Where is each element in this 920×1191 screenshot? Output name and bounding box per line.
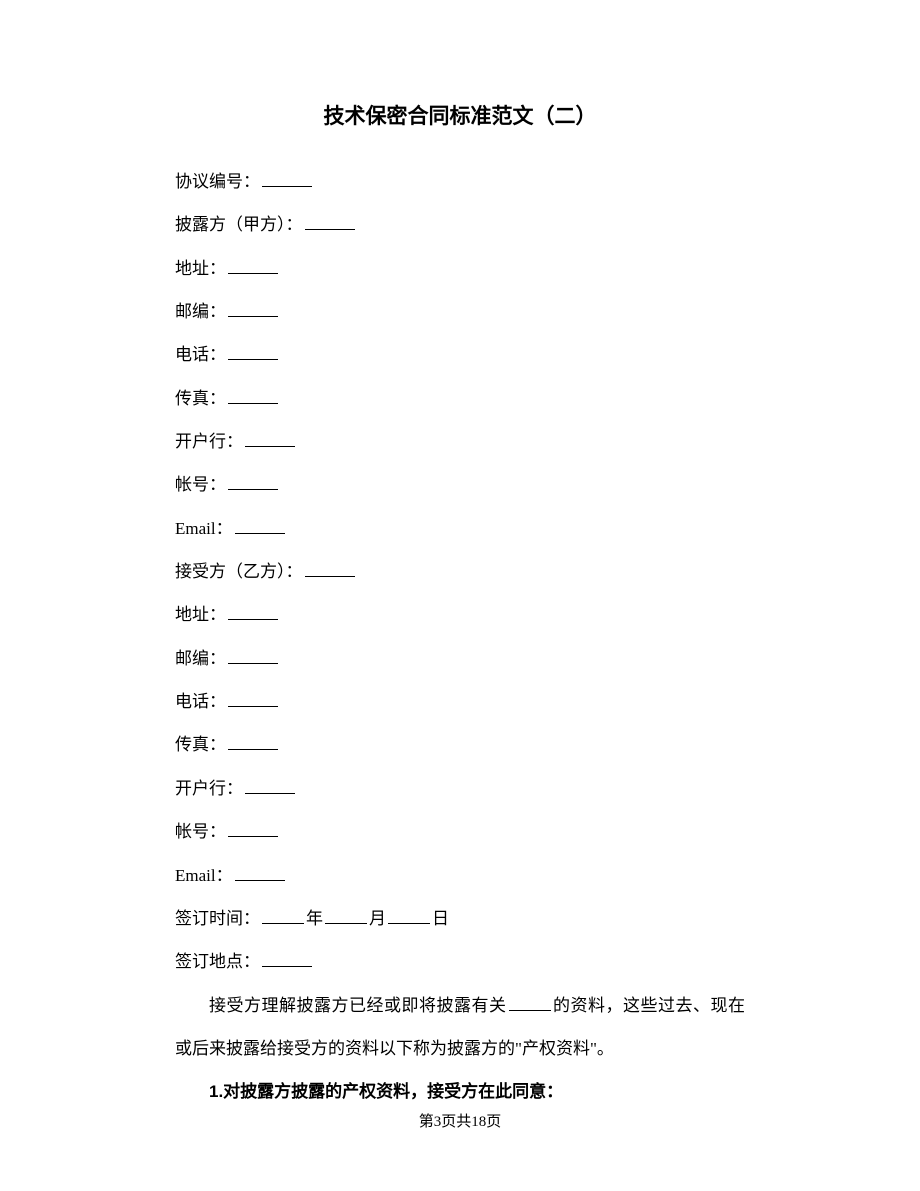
label-fax-a: 传真： <box>175 389 226 408</box>
label-bank-a: 开户行： <box>175 432 243 451</box>
document-title: 技术保密合同标准范文（二） <box>175 100 745 130</box>
label-phone-a: 电话： <box>175 345 226 364</box>
label-address-a: 地址： <box>175 259 226 278</box>
body-paragraph: 接受方理解披露方已经或即将披露有关的资料，这些过去、现在或后来披露给接受方的资料… <box>175 984 745 1071</box>
field-postal-code-a: 邮编： <box>175 290 745 333</box>
blank-year <box>262 907 304 924</box>
field-fax-b: 传真： <box>175 723 745 766</box>
blank-account-a <box>228 473 278 490</box>
blank-postal-code-a <box>228 300 278 317</box>
blank-fax-b <box>228 733 278 750</box>
label-account-b: 帐号： <box>175 822 226 841</box>
label-email-b: Email： <box>175 866 233 885</box>
paragraph-text-1: 接受方理解披露方已经或即将披露有关 <box>209 996 507 1015</box>
label-email-a: Email： <box>175 519 233 538</box>
label-receiving-party: 接受方（乙方）： <box>175 562 303 581</box>
label-disclosing-party: 披露方（甲方）： <box>175 215 303 234</box>
label-year: 年 <box>306 909 323 928</box>
field-address-a: 地址： <box>175 247 745 290</box>
field-receiving-party: 接受方（乙方）： <box>175 550 745 593</box>
blank-account-b <box>228 820 278 837</box>
label-fax-b: 传真： <box>175 735 226 754</box>
field-phone-a: 电话： <box>175 333 745 376</box>
page-container: 技术保密合同标准范文（二） 协议编号： 披露方（甲方）： 地址： 邮编： 电话：… <box>0 0 920 1114</box>
field-fax-a: 传真： <box>175 377 745 420</box>
label-account-a: 帐号： <box>175 475 226 494</box>
label-signing-time: 签订时间： <box>175 909 260 928</box>
field-bank-a: 开户行： <box>175 420 745 463</box>
blank-bank-b <box>245 777 295 794</box>
field-account-b: 帐号： <box>175 810 745 853</box>
field-disclosing-party: 披露方（甲方）： <box>175 203 745 246</box>
blank-phone-b <box>228 690 278 707</box>
field-signing-place: 签订地点： <box>175 940 745 983</box>
section-1-heading: 1.对披露方披露的产权资料，接受方在此同意： <box>175 1070 745 1113</box>
label-signing-place: 签订地点： <box>175 952 260 971</box>
field-account-a: 帐号： <box>175 463 745 506</box>
blank-fax-a <box>228 387 278 404</box>
blank-phone-a <box>228 343 278 360</box>
field-bank-b: 开户行： <box>175 767 745 810</box>
blank-email-a <box>235 517 285 534</box>
field-email-a: Email： <box>175 507 745 550</box>
field-postal-code-b: 邮编： <box>175 637 745 680</box>
blank-agreement-number <box>262 170 312 187</box>
label-agreement-number: 协议编号： <box>175 172 260 191</box>
field-agreement-number: 协议编号： <box>175 160 745 203</box>
blank-signing-place <box>262 950 312 967</box>
page-number: 第3页共18页 <box>0 1110 920 1131</box>
field-signing-time: 签订时间： 年 月 日 <box>175 897 745 940</box>
blank-month <box>325 907 367 924</box>
label-postal-code-a: 邮编： <box>175 302 226 321</box>
blank-address-b <box>228 603 278 620</box>
label-bank-b: 开户行： <box>175 779 243 798</box>
label-phone-b: 电话： <box>175 692 226 711</box>
field-address-b: 地址： <box>175 593 745 636</box>
label-postal-code-b: 邮编： <box>175 649 226 668</box>
blank-email-b <box>235 864 285 881</box>
label-address-b: 地址： <box>175 605 226 624</box>
blank-receiving-party <box>305 560 355 577</box>
blank-address-a <box>228 257 278 274</box>
field-email-b: Email： <box>175 854 745 897</box>
blank-subject <box>509 994 551 1011</box>
blank-postal-code-b <box>228 647 278 664</box>
label-day: 日 <box>432 909 449 928</box>
label-month: 月 <box>369 909 386 928</box>
field-phone-b: 电话： <box>175 680 745 723</box>
blank-disclosing-party <box>305 213 355 230</box>
blank-bank-a <box>245 430 295 447</box>
blank-day <box>388 907 430 924</box>
